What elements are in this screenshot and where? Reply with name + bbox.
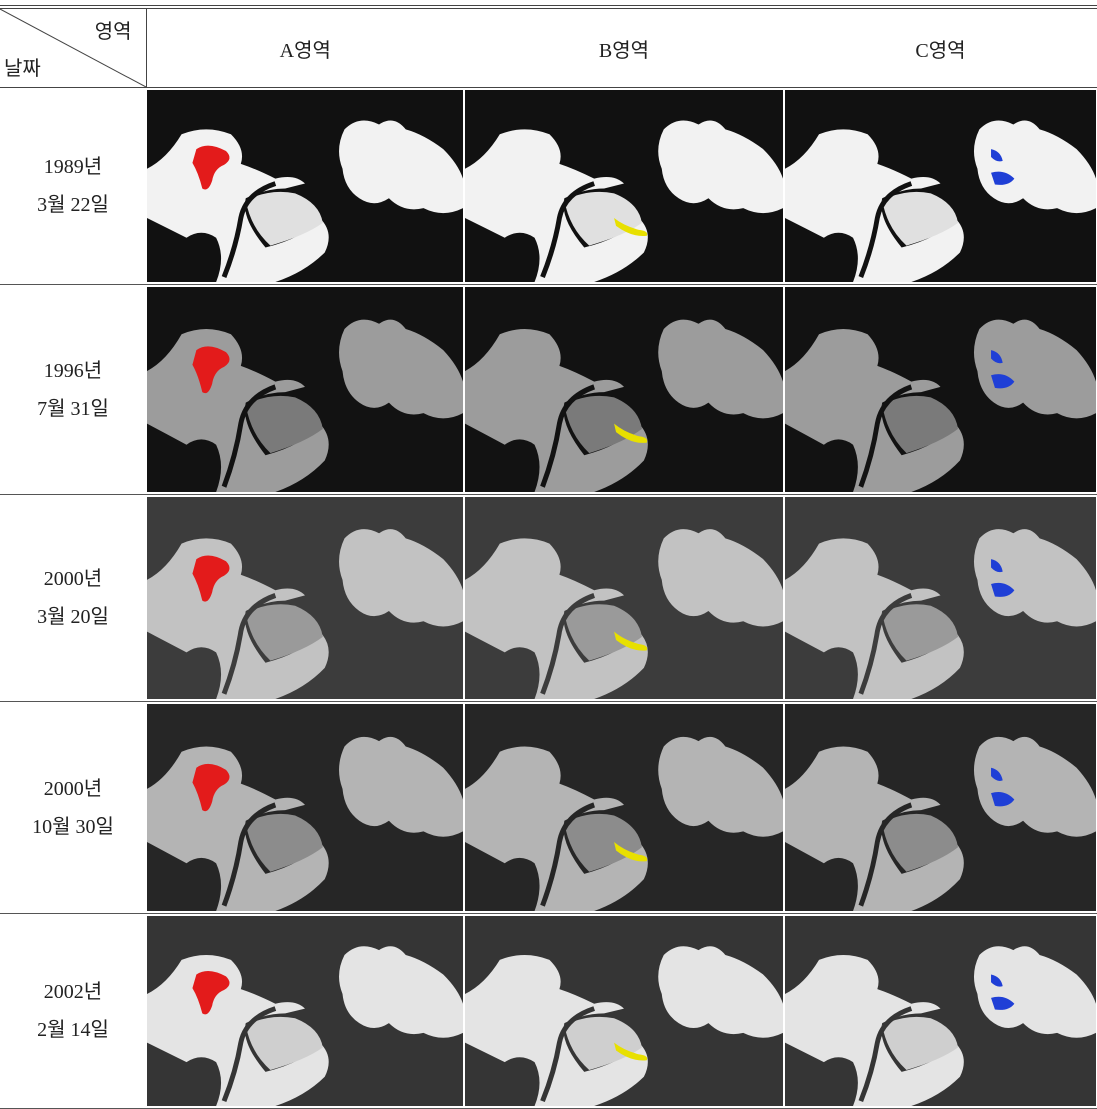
image-cell [784, 88, 1097, 285]
satellite-image [785, 497, 1096, 699]
corner-top: 영역 [95, 15, 132, 44]
data-row: 2000년10월 30일 [0, 702, 1097, 914]
image-cell [146, 495, 464, 702]
date-year: 1996년 [0, 352, 146, 390]
image-cell [464, 88, 784, 285]
page: 영역 날짜 A영역 B영역 C영역 1989년3월 22일1996년7월 31일… [0, 0, 1097, 1097]
date-day: 7월 31일 [0, 390, 146, 428]
column-header: C영역 [784, 7, 1097, 88]
satellite-image [785, 916, 1096, 1106]
satellite-image [147, 497, 463, 699]
image-cell [464, 285, 784, 495]
image-cell [464, 914, 784, 1109]
satellite-image [785, 287, 1096, 492]
image-cell [146, 914, 464, 1109]
date-year: 2002년 [0, 973, 146, 1011]
image-cell [784, 914, 1097, 1109]
header-row: 영역 날짜 A영역 B영역 C영역 [0, 7, 1097, 88]
column-header: B영역 [464, 7, 784, 88]
satellite-image [785, 90, 1096, 282]
satellite-image [465, 704, 783, 911]
corner-cell: 영역 날짜 [0, 7, 146, 88]
date-year: 2000년 [0, 770, 146, 808]
image-cell [146, 702, 464, 914]
date-year: 1989년 [0, 148, 146, 186]
image-cell [146, 88, 464, 285]
satellite-image [147, 704, 463, 911]
satellite-image [785, 704, 1096, 911]
date-day: 3월 20일 [0, 598, 146, 636]
satellite-image [465, 287, 783, 492]
date-day: 2월 14일 [0, 1011, 146, 1049]
image-cell [784, 285, 1097, 495]
satellite-image [147, 916, 463, 1106]
satellite-image [147, 287, 463, 492]
data-row: 1996년7월 31일 [0, 285, 1097, 495]
satellite-image [465, 916, 783, 1106]
satellite-image [147, 90, 463, 282]
date-day: 3월 22일 [0, 186, 146, 224]
date-day: 10월 30일 [0, 808, 146, 846]
image-cell [464, 495, 784, 702]
image-cell [784, 702, 1097, 914]
date-year: 2000년 [0, 560, 146, 598]
corner-bottom: 날짜 [4, 52, 41, 81]
image-cell [464, 702, 784, 914]
image-cell [146, 285, 464, 495]
column-header: A영역 [146, 7, 464, 88]
table-body: 1989년3월 22일1996년7월 31일2000년3월 20일2000년10… [0, 88, 1097, 1109]
satellite-image [465, 90, 783, 282]
satellite-image [465, 497, 783, 699]
image-cell [784, 495, 1097, 702]
